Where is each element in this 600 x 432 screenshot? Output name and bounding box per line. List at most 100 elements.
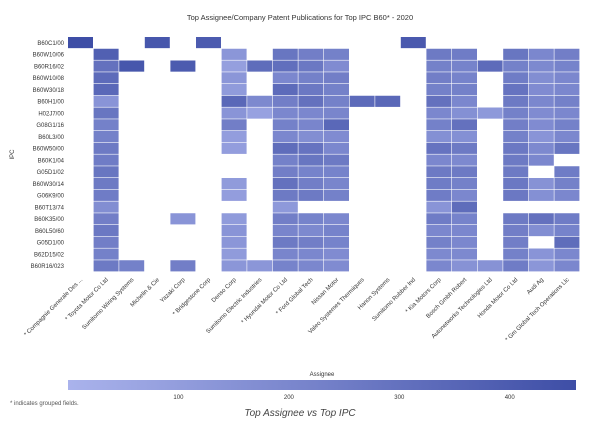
- y-tick-label: B60W50/00: [33, 147, 65, 153]
- y-axis-label: IPC: [10, 149, 16, 160]
- heatmap-cell: [477, 60, 503, 72]
- y-tick-label: B60W10/06: [33, 53, 65, 59]
- heatmap-cell: [452, 225, 477, 237]
- heatmap-cell: [272, 260, 298, 272]
- heatmap-cell: [221, 213, 247, 225]
- heatmap-cell: [554, 189, 580, 201]
- heatmap-cell: [452, 166, 477, 178]
- heatmap-cell: [324, 84, 349, 96]
- heatmap-cell: [221, 236, 247, 248]
- y-tick-label: B60L50/60: [35, 229, 65, 235]
- heatmap-cell: [554, 248, 580, 260]
- heatmap-cell: [298, 154, 324, 166]
- heatmap-cell: [452, 119, 477, 131]
- heatmap-cell: [426, 201, 452, 213]
- heatmap-cell: [528, 84, 554, 96]
- heatmap-cell: [272, 178, 298, 190]
- heatmap-cell: [452, 201, 477, 213]
- heatmap-cell: [503, 107, 529, 119]
- heatmap-cell: [93, 236, 119, 248]
- x-tick-label: * Hyundai Motor Co Ltd: [241, 277, 289, 325]
- heatmap-cell: [119, 260, 145, 272]
- y-tick-label: H02J7/00: [38, 111, 64, 117]
- heatmap-cell: [247, 260, 273, 272]
- heatmap-cell: [272, 107, 298, 119]
- heatmap-cell: [452, 154, 477, 166]
- y-tick-label: B60W10/08: [33, 76, 65, 82]
- heatmap-cell: [528, 142, 554, 154]
- heatmap-cell: [375, 95, 401, 107]
- heatmap-cell: [452, 260, 477, 272]
- heatmap-cell: [528, 48, 554, 60]
- heatmap-cell: [503, 189, 529, 201]
- heatmap-cell: [426, 107, 452, 119]
- heatmap-cell: [221, 72, 247, 84]
- heatmap-cell: [554, 48, 580, 60]
- heatmap-cell: [272, 189, 298, 201]
- heatmap-cell: [452, 178, 477, 190]
- heatmap-cell: [298, 107, 324, 119]
- heatmap-cell: [93, 72, 119, 84]
- heatmap-cell: [426, 189, 452, 201]
- heatmap-cell: [272, 213, 298, 225]
- y-tick-label: B62D15/02: [34, 252, 65, 258]
- heatmap-cell: [93, 107, 119, 119]
- heatmap-cell: [324, 178, 349, 190]
- heatmap-cell: [528, 225, 554, 237]
- heatmap-cell: [144, 37, 170, 49]
- heatmap-cell: [68, 37, 93, 49]
- heatmap-cell: [324, 72, 349, 84]
- heatmap-cell: [503, 248, 529, 260]
- heatmap-cell: [503, 166, 529, 178]
- heatmap-cell: [554, 225, 580, 237]
- heatmap-cell: [298, 178, 324, 190]
- heatmap-cell: [324, 154, 349, 166]
- y-tick-label: G05D1/00: [37, 241, 65, 247]
- heatmap-cell: [272, 119, 298, 131]
- x-tick-label: Yazaki Corp: [160, 277, 188, 305]
- heatmap-cell: [272, 166, 298, 178]
- heatmap-cell: [221, 60, 247, 72]
- heatmap-cell: [452, 236, 477, 248]
- y-tick-label: B60T13/74: [35, 205, 65, 211]
- heatmap-cell: [196, 37, 221, 49]
- heatmap-cell: [298, 236, 324, 248]
- heatmap-cell: [93, 213, 119, 225]
- heatmap-cell: [221, 225, 247, 237]
- heatmap-cell: [503, 131, 529, 143]
- colorbar: [68, 380, 576, 390]
- heatmap-cell: [503, 72, 529, 84]
- heatmap-cell: [272, 142, 298, 154]
- heatmap-cell: [170, 260, 196, 272]
- y-tick-label: B60R16/02: [34, 64, 65, 70]
- heatmap-cell: [452, 48, 477, 60]
- heatmap-cell: [503, 236, 529, 248]
- heatmap-cell: [324, 213, 349, 225]
- heatmap-cell: [119, 60, 145, 72]
- heatmap-cell: [93, 201, 119, 213]
- heatmap-cell: [93, 48, 119, 60]
- heatmap-cell: [426, 95, 452, 107]
- y-tick-label: B60C1/00: [37, 41, 64, 47]
- heatmap-cell: [528, 189, 554, 201]
- heatmap-cell: [221, 84, 247, 96]
- heatmap-cell: [426, 154, 452, 166]
- heatmap-cell: [247, 107, 273, 119]
- chart-title: Top Assignee/Company Patent Publications…: [186, 13, 414, 22]
- heatmap-cell: [452, 107, 477, 119]
- heatmap-cell: [272, 225, 298, 237]
- heatmap-cell: [298, 119, 324, 131]
- heatmap-cell: [503, 260, 529, 272]
- colorbar-tick-label: 200: [284, 395, 295, 401]
- heatmap-cell: [452, 213, 477, 225]
- heatmap-cell: [272, 154, 298, 166]
- heatmap-cell: [503, 95, 529, 107]
- heatmap-cell: [426, 236, 452, 248]
- heatmap-cell: [298, 60, 324, 72]
- heatmap-cell: [528, 119, 554, 131]
- heatmap-cell: [426, 142, 452, 154]
- heatmap-cell: [298, 142, 324, 154]
- heatmap-cell: [554, 60, 580, 72]
- heatmap-cell: [272, 72, 298, 84]
- heatmap-cell: [93, 131, 119, 143]
